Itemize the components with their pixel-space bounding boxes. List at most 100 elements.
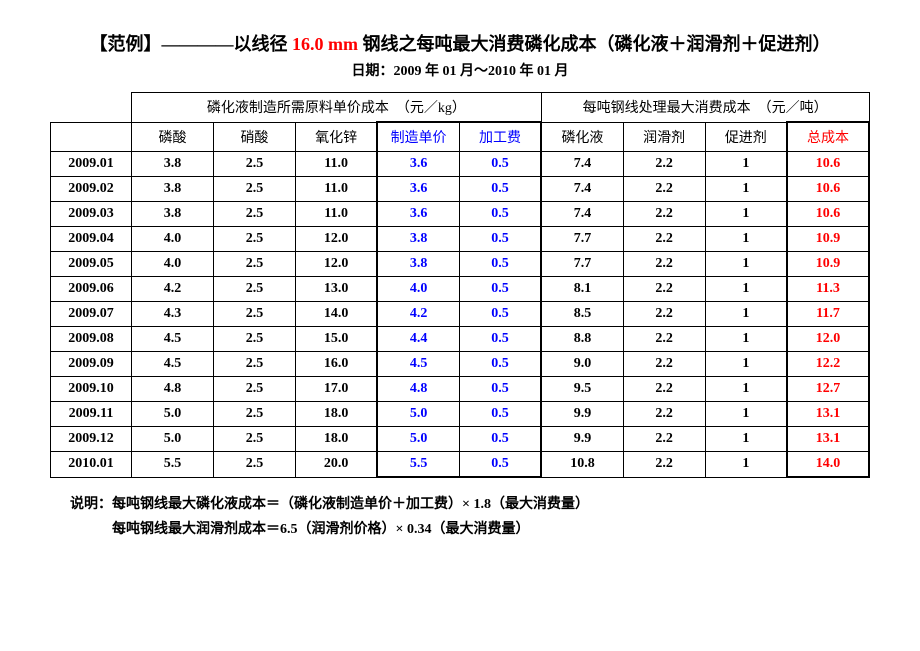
- title-highlight: 16.0 mm: [292, 34, 358, 54]
- cell-c1: 3.8: [132, 202, 214, 227]
- cell-c3: 18.0: [295, 427, 377, 452]
- cell-c8: 1: [705, 302, 787, 327]
- cell-c8: 1: [705, 402, 787, 427]
- cell-c9: 10.6: [787, 177, 869, 202]
- table-row: 2009.044.02.512.03.80.57.72.2110.9: [51, 227, 870, 252]
- cell-c7: 2.2: [623, 277, 705, 302]
- cell-c4: 4.5: [377, 352, 459, 377]
- cell-c5: 0.5: [459, 377, 541, 402]
- cell-date: 2009.06: [51, 277, 132, 302]
- cell-c8: 1: [705, 377, 787, 402]
- cell-c5: 0.5: [459, 177, 541, 202]
- cell-c1: 3.8: [132, 152, 214, 177]
- cell-c4: 5.5: [377, 452, 459, 478]
- cell-date: 2009.05: [51, 252, 132, 277]
- table-row: 2009.023.82.511.03.60.57.42.2110.6: [51, 177, 870, 202]
- table-row: 2009.104.82.517.04.80.59.52.2112.7: [51, 377, 870, 402]
- cell-date: 2009.07: [51, 302, 132, 327]
- cell-c9: 11.7: [787, 302, 869, 327]
- cell-c5: 0.5: [459, 227, 541, 252]
- cell-c6: 7.4: [541, 202, 623, 227]
- cell-c3: 17.0: [295, 377, 377, 402]
- cell-c2: 2.5: [213, 377, 295, 402]
- cell-c4: 4.8: [377, 377, 459, 402]
- cell-date: 2009.03: [51, 202, 132, 227]
- cell-c8: 1: [705, 352, 787, 377]
- cell-c3: 11.0: [295, 202, 377, 227]
- cell-c6: 8.1: [541, 277, 623, 302]
- cell-c5: 0.5: [459, 152, 541, 177]
- cell-c7: 2.2: [623, 202, 705, 227]
- cell-c7: 2.2: [623, 152, 705, 177]
- cell-c2: 2.5: [213, 152, 295, 177]
- cell-c7: 2.2: [623, 327, 705, 352]
- cell-c4: 4.2: [377, 302, 459, 327]
- cell-c7: 2.2: [623, 302, 705, 327]
- col-h-1: 磷酸: [132, 122, 214, 152]
- cell-c5: 0.5: [459, 277, 541, 302]
- cell-c1: 5.5: [132, 452, 214, 478]
- cell-c6: 9.0: [541, 352, 623, 377]
- cell-c4: 3.6: [377, 202, 459, 227]
- cell-c9: 11.3: [787, 277, 869, 302]
- cell-c2: 2.5: [213, 327, 295, 352]
- cell-c9: 10.6: [787, 152, 869, 177]
- cell-c7: 2.2: [623, 427, 705, 452]
- table-row: 2010.015.52.520.05.50.510.82.2114.0: [51, 452, 870, 478]
- cell-c9: 13.1: [787, 427, 869, 452]
- group-header-1: 磷化液制造所需原料单价成本 （元／kg）: [132, 93, 542, 123]
- cell-c6: 7.7: [541, 227, 623, 252]
- cell-date: 2009.11: [51, 402, 132, 427]
- cell-c5: 0.5: [459, 402, 541, 427]
- cell-c9: 12.7: [787, 377, 869, 402]
- cell-c8: 1: [705, 152, 787, 177]
- cell-c4: 3.8: [377, 252, 459, 277]
- cell-c9: 10.9: [787, 227, 869, 252]
- cell-c1: 3.8: [132, 177, 214, 202]
- cell-c8: 1: [705, 177, 787, 202]
- cell-c3: 13.0: [295, 277, 377, 302]
- cell-c7: 2.2: [623, 252, 705, 277]
- cell-c5: 0.5: [459, 352, 541, 377]
- cell-c4: 5.0: [377, 427, 459, 452]
- cell-c8: 1: [705, 427, 787, 452]
- cell-date: 2009.12: [51, 427, 132, 452]
- cost-table: 磷化液制造所需原料单价成本 （元／kg） 每吨钢线处理最大消费成本 （元／吨） …: [50, 92, 870, 478]
- cell-c6: 8.5: [541, 302, 623, 327]
- cell-c4: 3.8: [377, 227, 459, 252]
- cell-c2: 2.5: [213, 252, 295, 277]
- cell-c8: 1: [705, 327, 787, 352]
- notes-label: 说明：: [70, 497, 112, 512]
- cell-c3: 12.0: [295, 227, 377, 252]
- cell-c2: 2.5: [213, 277, 295, 302]
- cell-c3: 18.0: [295, 402, 377, 427]
- cell-c3: 15.0: [295, 327, 377, 352]
- cell-c9: 12.2: [787, 352, 869, 377]
- cell-date: 2009.01: [51, 152, 132, 177]
- col-h-5: 加工费: [459, 122, 541, 152]
- col-h-8: 促进剂: [705, 122, 787, 152]
- table-row: 2009.115.02.518.05.00.59.92.2113.1: [51, 402, 870, 427]
- cell-c7: 2.2: [623, 402, 705, 427]
- cell-c5: 0.5: [459, 327, 541, 352]
- cell-c9: 12.0: [787, 327, 869, 352]
- notes: 说明：每吨钢线最大磷化液成本＝（磷化液制造单价＋加工费）× 1.8（最大消费量）…: [50, 492, 870, 542]
- cell-c3: 11.0: [295, 152, 377, 177]
- cell-c9: 14.0: [787, 452, 869, 478]
- cell-c5: 0.5: [459, 252, 541, 277]
- cell-date: 2010.01: [51, 452, 132, 478]
- group-header-2: 每吨钢线处理最大消费成本 （元／吨）: [541, 93, 869, 123]
- cell-c2: 2.5: [213, 202, 295, 227]
- cell-c8: 1: [705, 452, 787, 478]
- cell-c9: 10.6: [787, 202, 869, 227]
- subtitle: 日期：2009 年 01 月～2010 年 01 月: [50, 60, 870, 80]
- table-row: 2009.074.32.514.04.20.58.52.2111.7: [51, 302, 870, 327]
- col-date-header: [51, 122, 132, 152]
- cell-c2: 2.5: [213, 227, 295, 252]
- cell-c7: 2.2: [623, 227, 705, 252]
- table-row: 2009.064.22.513.04.00.58.12.2111.3: [51, 277, 870, 302]
- cell-c1: 4.3: [132, 302, 214, 327]
- title-prefix: 【范例】————以线径: [90, 34, 293, 54]
- cell-c8: 1: [705, 227, 787, 252]
- table-row: 2009.084.52.515.04.40.58.82.2112.0: [51, 327, 870, 352]
